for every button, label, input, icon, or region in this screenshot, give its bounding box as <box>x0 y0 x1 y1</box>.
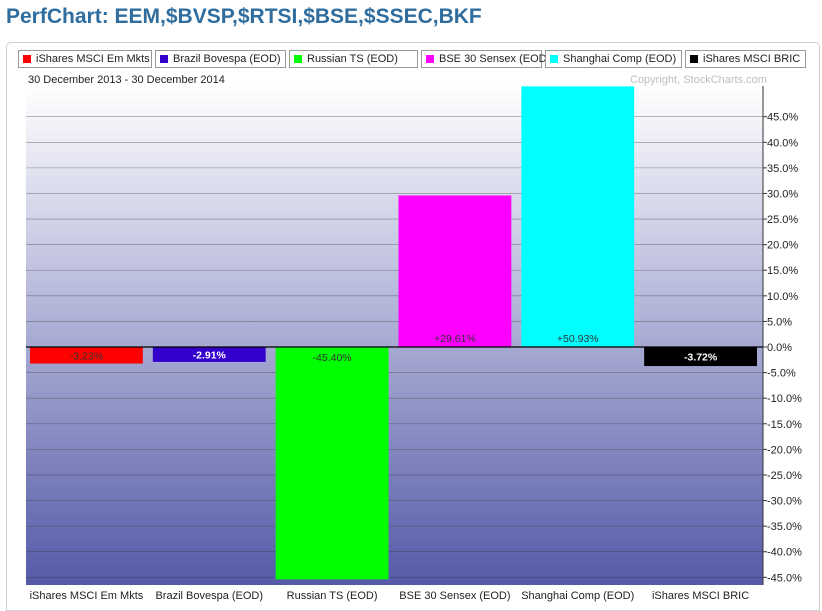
y-tick-label: -30.0% <box>767 496 802 508</box>
y-tick-label: -5.0% <box>767 368 796 380</box>
copyright-notice: Copyright, StockCharts.com <box>630 74 767 86</box>
legend-label: Brazil Bovespa (EOD) <box>173 53 281 65</box>
y-tick-label: 20.0% <box>767 240 798 252</box>
x-category-label: iShares MSCI BRIC <box>652 590 749 602</box>
bar <box>644 347 757 367</box>
bar <box>30 347 143 364</box>
legend-swatch <box>426 55 434 63</box>
y-tick-label: 40.0% <box>767 137 798 149</box>
legend-label: Shanghai Comp (EOD) <box>563 53 677 65</box>
legend-label: iShares MSCI BRIC <box>703 53 801 65</box>
x-category-label: Shanghai Comp (EOD) <box>521 590 634 602</box>
x-category-label: BSE 30 Sensex (EOD) <box>399 590 510 602</box>
bar <box>521 86 635 348</box>
value-label: -2.91% <box>193 349 227 361</box>
bar <box>275 347 389 580</box>
y-tick-label: 45.0% <box>767 112 798 124</box>
y-tick-label: 15.0% <box>767 265 798 277</box>
y-tick-label: 5.0% <box>767 316 792 328</box>
value-label: +29.61% <box>434 333 476 345</box>
y-tick-label: 25.0% <box>767 214 798 226</box>
value-label: -3.72% <box>684 352 718 364</box>
y-tick-label: -10.0% <box>767 393 802 405</box>
y-tick-label: 0.0% <box>767 342 792 354</box>
legend-swatch <box>160 55 168 63</box>
y-tick-label: 10.0% <box>767 291 798 303</box>
legend-label: iShares MSCI Em Mkts <box>36 53 150 65</box>
date-range: 30 December 2013 - 30 December 2014 <box>28 74 225 86</box>
legend-item[interactable]: iShares MSCI Em Mkts <box>18 50 152 68</box>
legend-swatch <box>550 55 558 63</box>
value-label: +50.93% <box>557 333 599 345</box>
legend-swatch <box>690 55 698 63</box>
y-tick-label: -15.0% <box>767 419 802 431</box>
value-labels: -3.23% -2.91% -45.40% +29.61% +50.93% -3.72% <box>70 333 718 364</box>
x-category-label: iShares MSCI Em Mkts <box>30 590 144 602</box>
y-tick-label: 35.0% <box>767 163 798 175</box>
legend-label: BSE 30 Sensex (EOD) <box>439 53 551 65</box>
value-label: -45.40% <box>313 352 352 364</box>
legend-item[interactable]: Shanghai Comp (EOD) <box>545 50 682 68</box>
y-tick-label: -20.0% <box>767 444 802 456</box>
y-tick-label: 30.0% <box>767 188 798 200</box>
y-tick-label: -40.0% <box>767 547 802 559</box>
legend-label: Russian TS (EOD) <box>307 53 398 65</box>
legend-item[interactable]: Brazil Bovespa (EOD) <box>155 50 286 68</box>
legend-item[interactable]: Russian TS (EOD) <box>289 50 418 68</box>
page-title: PerfChart: EEM,$BVSP,$RTSI,$BSE,$SSEC,BK… <box>6 5 482 28</box>
x-category-label: Brazil Bovespa (EOD) <box>155 590 263 602</box>
legend-swatch <box>294 55 302 63</box>
legend-item[interactable]: iShares MSCI BRIC <box>685 50 806 68</box>
y-axis-ticks: 45.0% 40.0% 35.0% 30.0% 25.0% 20.0% 15.0% 10.0%… <box>762 86 802 585</box>
plot-area <box>26 86 763 585</box>
x-category-label: Russian TS (EOD) <box>287 590 378 602</box>
x-axis-categories: iShares MSCI Em Mkts Brazil Bovespa (EOD)… <box>30 590 750 602</box>
y-tick-label: -45.0% <box>767 572 802 584</box>
grid-lines <box>26 116 763 578</box>
legend-swatch <box>23 55 31 63</box>
bar <box>152 347 266 362</box>
y-tick-label: -35.0% <box>767 521 802 533</box>
legend-item[interactable]: BSE 30 Sensex (EOD) <box>421 50 550 68</box>
bars <box>30 86 757 580</box>
value-label: -3.23% <box>70 350 103 362</box>
y-tick-label: -25.0% <box>767 470 802 482</box>
bar <box>398 195 512 348</box>
